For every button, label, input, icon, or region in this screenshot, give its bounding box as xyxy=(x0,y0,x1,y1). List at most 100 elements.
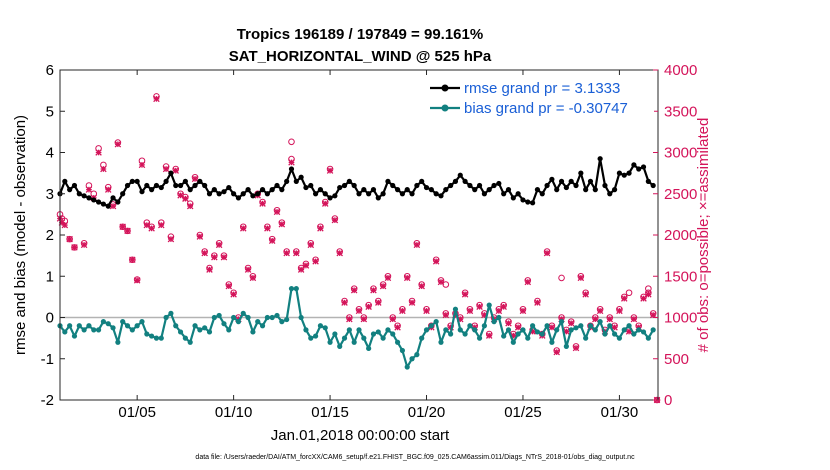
obs-assimilated-point xyxy=(133,277,141,284)
bias-series-point xyxy=(269,314,275,321)
obs-assimilated-point xyxy=(312,258,319,265)
rmse-series-point xyxy=(115,199,121,205)
bias-series-point xyxy=(337,343,343,349)
obs-assimilated-point xyxy=(191,175,199,183)
bias-series-point xyxy=(539,331,545,337)
chart-title: Tropics 196189 / 197849 = 99.161% xyxy=(237,26,483,43)
obs-assimilated-point xyxy=(341,299,348,306)
bias-series-point xyxy=(631,331,637,337)
bias-series-point xyxy=(149,333,155,339)
bias-series-point xyxy=(206,329,213,335)
obs-assimilated-point xyxy=(596,307,604,315)
bias-series-point xyxy=(467,323,473,329)
bias-series-point xyxy=(264,314,270,321)
bias-series-point xyxy=(115,339,121,345)
y-tick-label-left: 4 xyxy=(46,145,54,162)
obs-assimilated-point xyxy=(500,303,507,311)
bias-series-point xyxy=(182,335,188,341)
obs-possible-point xyxy=(288,138,295,146)
y-tick-label-left: -2 xyxy=(41,392,54,409)
rmse-series-point xyxy=(134,178,140,184)
rmse-series-point xyxy=(602,182,608,189)
rmse-series-point xyxy=(501,191,507,197)
rmse-series-point xyxy=(255,191,261,197)
rmse-series-point xyxy=(240,191,246,197)
y-axis-label-right: # of obs: o=possible; ×=assimilated xyxy=(695,118,712,353)
obs-assimilated-point xyxy=(572,344,580,352)
bias-series-point xyxy=(202,325,208,331)
bias-series-point xyxy=(284,316,290,323)
rmse-series-point xyxy=(144,182,150,189)
bias-series-point xyxy=(71,333,78,339)
bias-series-point xyxy=(177,329,184,335)
rmse-series-point xyxy=(414,182,420,189)
rmse-series-point xyxy=(62,178,68,184)
rmse-series-point xyxy=(544,182,550,189)
rmse-series-point xyxy=(380,191,386,197)
rmse-series-point xyxy=(539,191,545,197)
x-tick-label: 01/20 xyxy=(408,404,446,421)
rmse-series-point xyxy=(443,187,449,193)
bias-series-point xyxy=(515,331,521,337)
obs-assimilated-point xyxy=(553,348,560,356)
obs-assimilated-point xyxy=(278,221,286,228)
rmse-series-point xyxy=(250,193,256,199)
legend-bias-label: bias grand pr = -0.30747 xyxy=(464,100,628,117)
obs-assimilated-point xyxy=(346,315,353,323)
obs-assimilated-point xyxy=(399,307,406,315)
bias-series-point xyxy=(380,335,386,341)
rmse-series-point xyxy=(390,182,396,189)
obs-assimilated-point xyxy=(423,307,430,315)
bias-series-point xyxy=(211,314,217,321)
obs-assimilated-point xyxy=(606,315,614,323)
bias-series-point xyxy=(100,319,107,325)
obs-assimilated-point xyxy=(505,320,512,327)
bias-series-point xyxy=(105,321,111,327)
obs-assimilated-point xyxy=(403,274,411,282)
rmse-series-point xyxy=(505,187,512,193)
rmse-series-point xyxy=(168,170,174,176)
bias-series-point xyxy=(611,331,618,337)
bias-series-point xyxy=(544,323,550,329)
obs-possible-point xyxy=(645,285,652,292)
bias-series-point xyxy=(549,339,555,345)
rmse-series-point xyxy=(129,178,135,184)
legend: rmse grand pr = 3.1333 bias grand pr = -… xyxy=(425,76,654,121)
bias-series-point xyxy=(501,333,507,339)
y-tick-label-right: 1000 xyxy=(664,310,697,327)
y-axis-left: -2 -1 0 1 2 3 4 5 6 xyxy=(41,62,65,409)
bias-series-point xyxy=(332,331,338,337)
obs-assimilated-point xyxy=(307,241,315,249)
obs-assimilated-point xyxy=(645,291,652,298)
bias-series-point xyxy=(530,323,536,329)
bias-series-point xyxy=(438,339,444,345)
obs-assimilated-point xyxy=(66,235,73,243)
bias-series-point xyxy=(168,310,174,316)
bias-series-point xyxy=(554,327,560,333)
rmse-series-point xyxy=(327,195,333,201)
rmse-series-point xyxy=(592,187,598,193)
obs-assimilated-point xyxy=(220,254,228,261)
bias-series-point xyxy=(139,319,145,325)
rmse-series-point xyxy=(438,193,444,199)
bias-series-point xyxy=(322,325,328,331)
obs-assimilated-point xyxy=(302,262,310,269)
bias-series-point xyxy=(370,331,377,337)
bias-series-point xyxy=(76,323,82,329)
bias-series-point xyxy=(520,327,526,333)
obs-assimilated-point xyxy=(331,216,339,224)
obs-assimilated-point xyxy=(432,258,440,265)
obs-assimilated-point xyxy=(375,299,382,306)
rmse-series-point xyxy=(423,184,430,191)
bias-series-point xyxy=(650,327,656,333)
bias-series-point xyxy=(226,327,232,333)
rmse-series-point xyxy=(621,172,627,178)
y-tick-label-left: 3 xyxy=(46,186,54,203)
rmse-series-point xyxy=(481,191,487,197)
rmse-series-point xyxy=(245,187,251,193)
rmse-series-point xyxy=(366,191,372,197)
obs-assimilated-point xyxy=(485,332,493,339)
rmse-series-point xyxy=(448,182,454,189)
y-tick-label-right: 2500 xyxy=(664,186,697,203)
